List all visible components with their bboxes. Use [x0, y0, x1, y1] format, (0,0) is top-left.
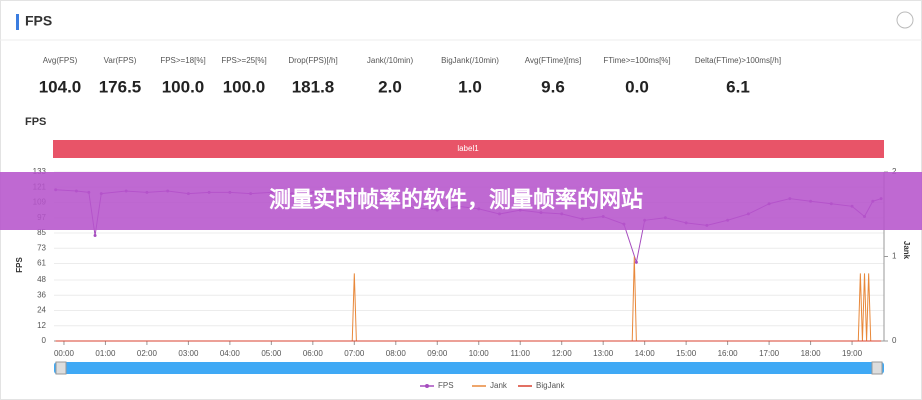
- stat-value: 0.0: [625, 77, 649, 96]
- x-tick-label: 11:00: [511, 349, 531, 358]
- stat-label: FPS>=18[%]: [160, 56, 205, 65]
- y2-tick-label: 2: [892, 167, 897, 176]
- y-tick-label: 48: [37, 275, 46, 284]
- x-tick-label: 17:00: [759, 349, 780, 358]
- legend: FPS Jank BigJank: [420, 381, 565, 390]
- y-tick-label: 133: [33, 167, 47, 176]
- x-tick-label: 08:00: [386, 349, 407, 358]
- legend-dot: [425, 384, 429, 388]
- y-tick-label: 73: [37, 243, 46, 252]
- stat-value: 104.0: [39, 77, 82, 96]
- y2-tick-label: 1: [892, 252, 897, 261]
- y-axis-label: FPS: [15, 257, 24, 273]
- x-tick-label: 15:00: [676, 349, 697, 358]
- stat-label: FPS>=25[%]: [221, 56, 266, 65]
- chart-title: FPS: [25, 116, 46, 128]
- x-tick-label: 09:00: [427, 349, 448, 358]
- x-tick-label: 00:00: [54, 349, 75, 358]
- stat-label: Delta(FTime)>100ms[/h]: [695, 56, 781, 65]
- y-tick-label: 85: [37, 228, 46, 237]
- x-tick-label: 19:00: [842, 349, 863, 358]
- x-tick-label: 16:00: [718, 349, 739, 358]
- stat-label: Jank(/10min): [367, 56, 414, 65]
- zoom-slider[interactable]: [54, 362, 884, 374]
- point: [634, 260, 638, 264]
- stat-value: 100.0: [162, 77, 205, 96]
- x-tick-label: 01:00: [95, 349, 116, 358]
- legend-label: BigJank: [536, 381, 565, 390]
- banner: [0, 172, 922, 230]
- stat-label: Var(FPS): [104, 56, 137, 65]
- y-tick-label: 24: [37, 306, 46, 315]
- x-tick-label: 06:00: [303, 349, 324, 358]
- x-tick-label: 03:00: [178, 349, 199, 358]
- stat-label: Avg(FTime)[ms]: [525, 56, 581, 65]
- y-tick-label: 61: [37, 259, 46, 268]
- x-tick-label: 05:00: [261, 349, 282, 358]
- legend-label: FPS: [438, 381, 454, 390]
- stat-label: FTime>=100ms[%]: [603, 56, 670, 65]
- stat-label: Avg(FPS): [43, 56, 78, 65]
- toggle-icon[interactable]: [896, 11, 914, 29]
- stat-label: Drop(FPS)[/h]: [288, 56, 337, 65]
- stat-value: 176.5: [99, 77, 142, 96]
- x-tick-label: 13:00: [593, 349, 614, 358]
- band-label: label1: [457, 144, 479, 153]
- x-tick-label: 02:00: [137, 349, 158, 358]
- x-tick-label: 18:00: [801, 349, 822, 358]
- title-accent: [16, 14, 19, 30]
- header-title: FPS: [25, 13, 52, 29]
- point: [93, 234, 97, 238]
- slider-handle[interactable]: [871, 361, 883, 375]
- stat-value: 181.8: [292, 77, 335, 96]
- stat-label: BigJank(/10min): [441, 56, 499, 65]
- stat-value: 6.1: [726, 77, 750, 96]
- y-tick-label: 36: [37, 290, 46, 299]
- y2-axis-label: Jank: [902, 241, 911, 260]
- slider-handle[interactable]: [55, 361, 67, 375]
- label-band: [53, 140, 884, 158]
- stat-value: 9.6: [541, 77, 565, 96]
- x-tick-label: 04:00: [220, 349, 241, 358]
- x-tick-label: 07:00: [344, 349, 365, 358]
- x-tick-label: 10:00: [469, 349, 490, 358]
- banner-text: 测量实时帧率的软件，测量帧率的网站: [269, 187, 643, 212]
- stat-value: 2.0: [378, 77, 402, 96]
- stat-value: 1.0: [458, 77, 482, 96]
- y2-tick-label: 0: [892, 336, 897, 345]
- x-tick-label: 14:00: [635, 349, 656, 358]
- legend-label: Jank: [490, 381, 508, 390]
- stat-value: 100.0: [223, 77, 266, 96]
- y-tick-label: 12: [37, 321, 46, 330]
- y-tick-label: 0: [42, 336, 47, 345]
- stats: Avg(FPS) 104.0 Var(FPS) 176.5 FPS>=18[%] 100.…: [39, 56, 781, 96]
- x-tick-label: 12:00: [552, 349, 573, 358]
